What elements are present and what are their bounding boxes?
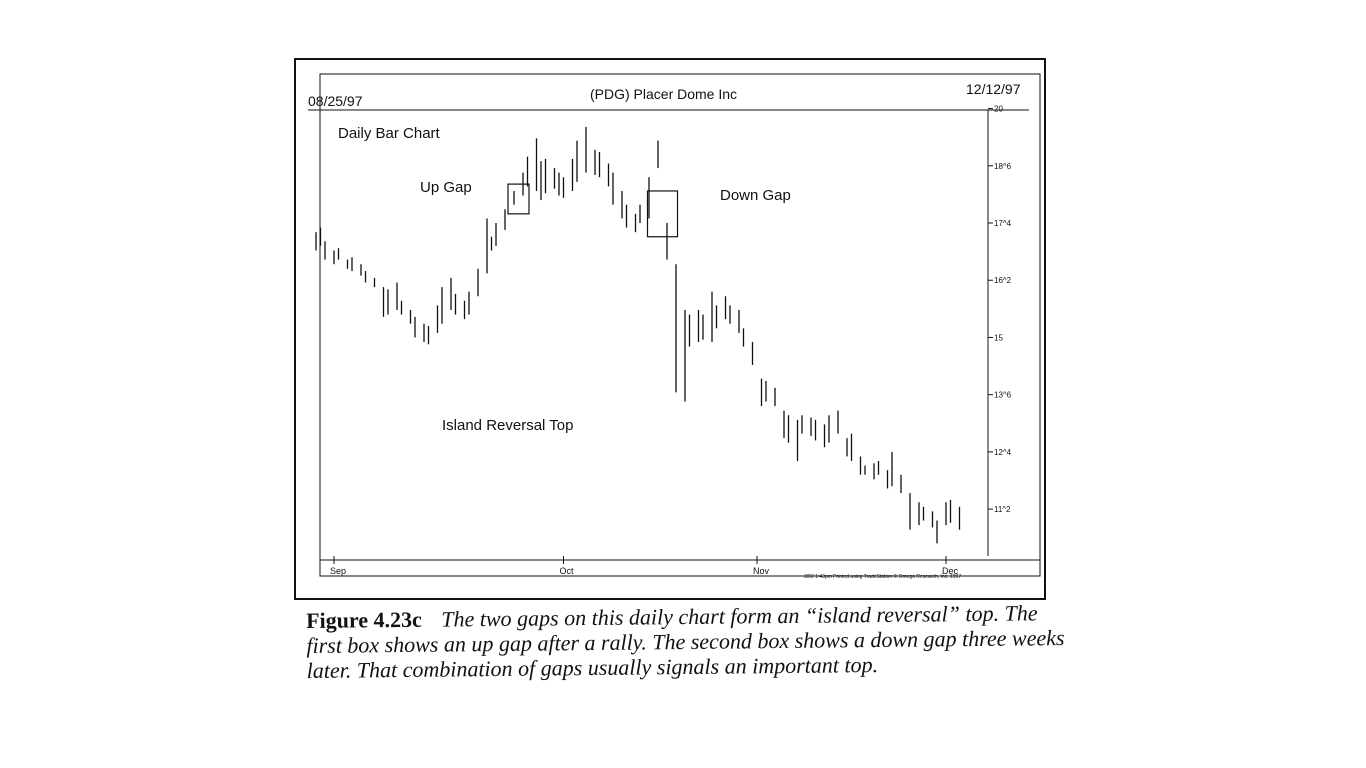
y-tick-label: 11^2 [994,505,1011,514]
x-month-label: Sep [330,566,346,576]
figure-caption: Figure 4.23c The two gaps on this daily … [306,600,1067,683]
y-tick-label: 13^6 [994,391,1012,400]
y-tick-label: 15 [994,333,1003,342]
chart-plot: 20 18^6 17^4 16^2 15 13^6 12^4 11^2 Sep Oct Nov Dec… [308,73,1041,580]
y-tick-label: 16^2 [994,276,1012,285]
end-date: 12/12/97 [966,81,1021,97]
y-tick-label: 12^4 [994,448,1012,457]
chart-frame: 08/25/97 (PDG) Placer Dome Inc 12/12/97 … [294,58,1046,600]
plot-border [319,73,1041,577]
y-tick-label: 18^6 [994,162,1012,171]
x-month-label: Dec [942,566,959,576]
annotation-down-gap: Down Gap [720,187,791,204]
chart-subtitle: Daily Bar Chart [338,125,441,142]
chart-title: (PDG) Placer Dome Inc [590,86,738,102]
y-tick-label: 20 [994,105,1003,114]
gap-box [507,183,530,215]
y-tick-label: 17^4 [994,219,1012,228]
start-date: 08/25/97 [308,93,363,109]
x-month-label: Oct [560,566,575,576]
annotation-up-gap: Up Gap [420,179,472,196]
x-month-label: Nov [753,566,770,576]
figure-label: Figure 4.23c [306,606,422,633]
print-footer: 3/02 1:43pm Printed using TradeStation ©… [804,573,961,580]
annotation-island-reversal: Island Reversal Top [442,417,573,434]
gap-box [646,190,679,238]
